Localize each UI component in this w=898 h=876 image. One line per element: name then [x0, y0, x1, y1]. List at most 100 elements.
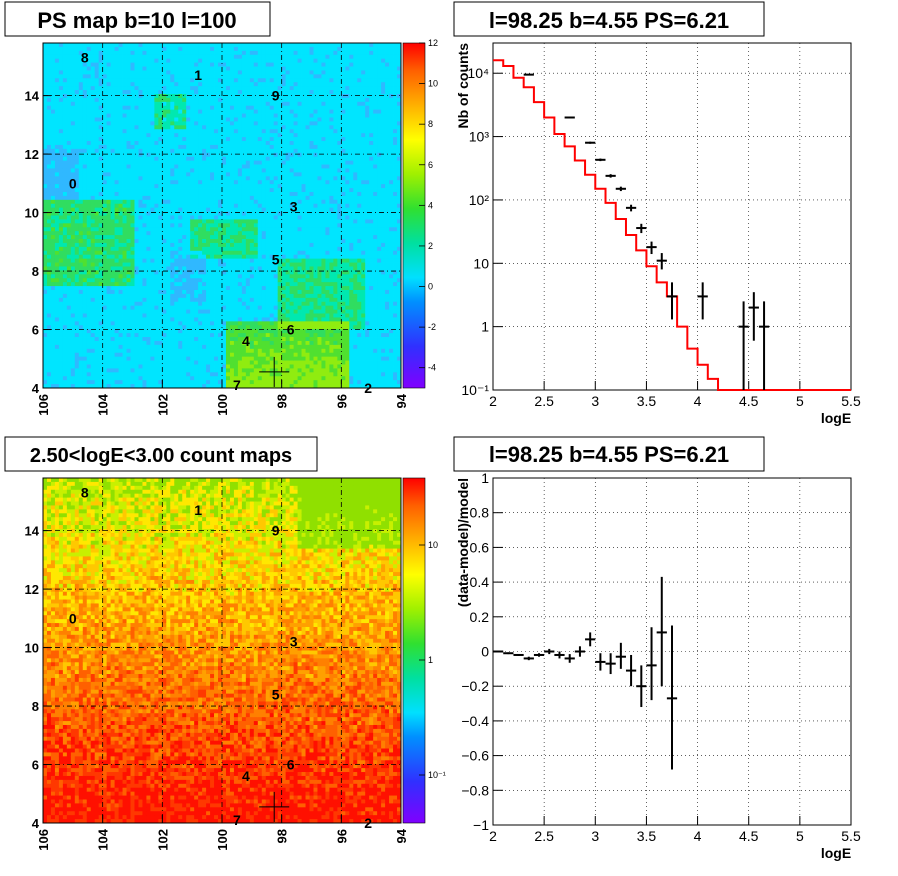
map-pixel — [66, 144, 72, 150]
map-pixel — [265, 70, 271, 75]
map-pixel — [122, 70, 127, 75]
map-pixel — [170, 376, 175, 381]
map-pixel — [241, 376, 247, 381]
map-pixel — [130, 337, 135, 342]
map-pixel — [237, 129, 243, 134]
map-pixel — [98, 239, 104, 244]
map-pixel — [94, 364, 100, 369]
map-pixel — [150, 164, 155, 169]
map-pixel — [174, 274, 179, 279]
map-pixel — [257, 141, 263, 146]
map-pixel — [166, 274, 171, 279]
map-pixel — [86, 219, 92, 224]
map-pixel — [190, 235, 195, 240]
map-pixel — [261, 168, 267, 173]
map-pixel — [154, 58, 159, 63]
map-pixel — [170, 270, 175, 275]
map-pixel — [162, 109, 167, 114]
map-pixel — [150, 258, 155, 263]
map-pixel — [170, 321, 175, 326]
map-pixel — [233, 313, 239, 318]
map-pixel — [46, 246, 52, 252]
map-pixel — [182, 250, 187, 256]
map-pixel — [54, 203, 60, 209]
map-pixel — [210, 356, 215, 361]
map-pixel — [182, 368, 187, 373]
map-pixel — [70, 309, 76, 314]
map-pixel — [198, 105, 203, 111]
map-pixel — [94, 82, 100, 87]
map-pixel — [102, 254, 108, 260]
map-pixel — [146, 360, 151, 365]
map-pixel — [43, 305, 48, 310]
map-pixel — [58, 195, 64, 201]
map-pixel — [170, 333, 175, 338]
map-pixel — [265, 219, 271, 224]
map-pixel — [202, 223, 207, 228]
map-pixel — [257, 305, 263, 310]
map-pixel — [54, 109, 60, 114]
map-pixel — [118, 309, 123, 314]
map-pixel — [198, 329, 203, 334]
map-pixel — [130, 90, 135, 95]
map-pixel — [222, 262, 227, 267]
map-pixel — [186, 282, 191, 287]
map-pixel — [202, 235, 207, 240]
map-pixel — [190, 46, 195, 52]
map-pixel — [245, 246, 251, 252]
map-pixel — [86, 356, 92, 361]
map-pixel — [237, 125, 243, 130]
map-pixel — [253, 368, 259, 373]
map-pixel — [241, 262, 247, 267]
map-pixel — [202, 250, 207, 256]
map-pixel — [102, 274, 108, 279]
map-pixel — [182, 344, 187, 350]
map-pixel — [186, 262, 191, 267]
map-pixel — [166, 195, 171, 201]
map-pixel — [122, 301, 127, 307]
map-pixel — [102, 270, 108, 275]
map-pixel — [190, 384, 195, 389]
map-pixel — [130, 78, 135, 83]
map-pixel — [114, 199, 119, 205]
map-pixel — [194, 321, 199, 326]
map-pixel — [54, 137, 60, 142]
map-pixel — [182, 340, 187, 346]
map-pixel — [43, 164, 48, 169]
map-pixel — [166, 203, 171, 209]
map-pixel — [70, 380, 76, 385]
map-pixel — [249, 105, 255, 111]
map-pixel — [90, 356, 96, 361]
map-pixel — [194, 301, 199, 307]
map-pixel — [106, 309, 112, 314]
map-pixel — [54, 340, 60, 346]
map-pixel — [166, 227, 171, 232]
map-pixel — [126, 101, 131, 107]
map-pixel — [134, 364, 139, 369]
map-pixel — [206, 215, 211, 220]
map-pixel — [50, 82, 56, 87]
map-pixel — [62, 360, 68, 365]
map-pixel — [237, 305, 243, 310]
map-pixel — [62, 180, 68, 185]
map-pixel — [54, 58, 60, 63]
map-pixel — [150, 133, 155, 138]
map-pixel — [170, 156, 175, 162]
map-pixel — [233, 137, 239, 142]
map-pixel — [82, 152, 88, 158]
map-pixel — [90, 344, 96, 350]
map-pixel — [62, 368, 68, 373]
map-pixel — [94, 137, 100, 142]
map-pixel — [166, 117, 171, 122]
map-pixel — [50, 297, 56, 303]
map-pixel — [265, 113, 271, 118]
map-pixel — [62, 109, 68, 114]
map-pixel — [158, 278, 163, 283]
map-pixel — [178, 231, 183, 236]
map-pixel — [162, 82, 167, 87]
map-pixel — [74, 101, 80, 107]
map-pixel — [174, 113, 179, 118]
map-pixel — [154, 242, 159, 248]
map-pixel — [218, 101, 223, 107]
map-pixel — [182, 270, 187, 275]
